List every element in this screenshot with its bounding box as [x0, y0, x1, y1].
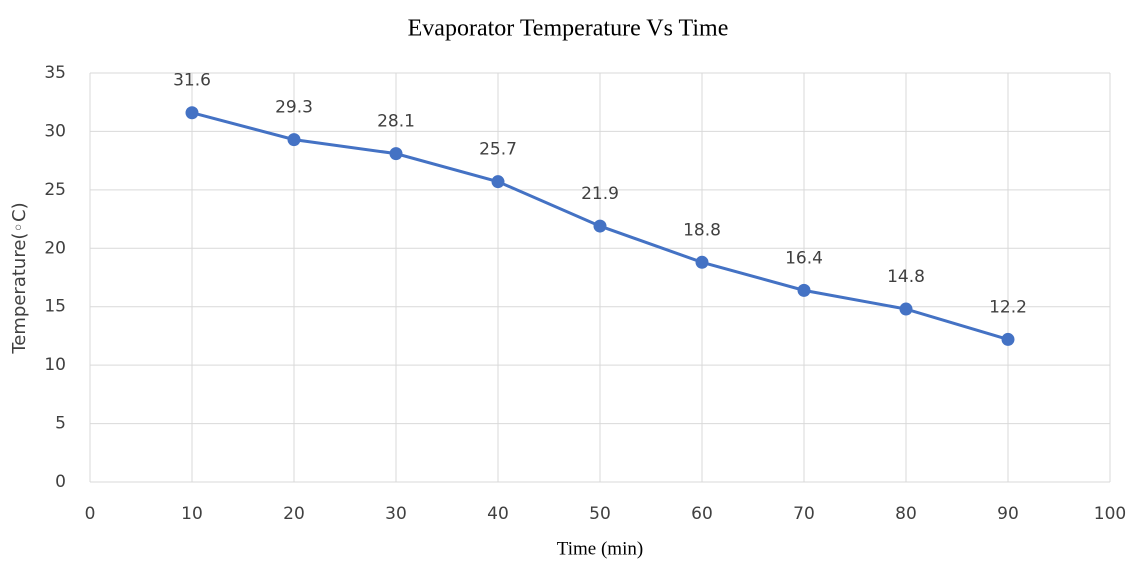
data-label: 16.4 — [785, 248, 823, 268]
chart-title: Evaporator Temperature Vs Time — [408, 16, 729, 42]
x-tick-label: 60 — [691, 504, 713, 524]
data-point — [899, 302, 913, 316]
x-tick-label: 40 — [487, 504, 509, 524]
data-label: 12.2 — [989, 297, 1027, 317]
y-tick-label: 10 — [44, 355, 66, 375]
data-point — [185, 106, 199, 120]
x-tick-label: 10 — [181, 504, 203, 524]
x-tick-label: 50 — [589, 504, 611, 524]
x-tick-label: 90 — [997, 504, 1019, 524]
data-point — [1001, 332, 1015, 346]
y-tick-label: 35 — [44, 63, 66, 83]
data-point — [695, 255, 709, 269]
data-label: 28.1 — [377, 112, 415, 132]
x-tick-label: 30 — [385, 504, 407, 524]
data-label: 25.7 — [479, 140, 517, 160]
data-point — [287, 133, 301, 147]
data-point — [593, 219, 607, 233]
x-tick-label: 70 — [793, 504, 815, 524]
x-tick-label: 20 — [283, 504, 305, 524]
y-tick-label: 5 — [55, 414, 66, 434]
data-label: 31.6 — [173, 71, 211, 91]
y-tick-label: 25 — [44, 180, 66, 200]
data-point — [389, 147, 403, 161]
data-label: 29.3 — [275, 98, 313, 118]
data-label: 14.8 — [887, 267, 925, 287]
y-tick-label: 15 — [44, 297, 66, 317]
x-tick-label: 0 — [85, 504, 96, 524]
x-tick-label: 80 — [895, 504, 917, 524]
data-label: 21.9 — [581, 184, 619, 204]
y-tick-label: 0 — [55, 472, 66, 492]
data-label: 18.8 — [683, 220, 721, 240]
y-axis-label: Temperature(◦C) — [9, 202, 30, 354]
data-point — [491, 175, 505, 189]
y-tick-label: 20 — [44, 238, 66, 258]
x-axis-label: Time (min) — [557, 538, 643, 559]
x-tick-label: 100 — [1094, 504, 1126, 524]
y-tick-label: 30 — [44, 121, 66, 141]
data-point — [797, 283, 811, 297]
